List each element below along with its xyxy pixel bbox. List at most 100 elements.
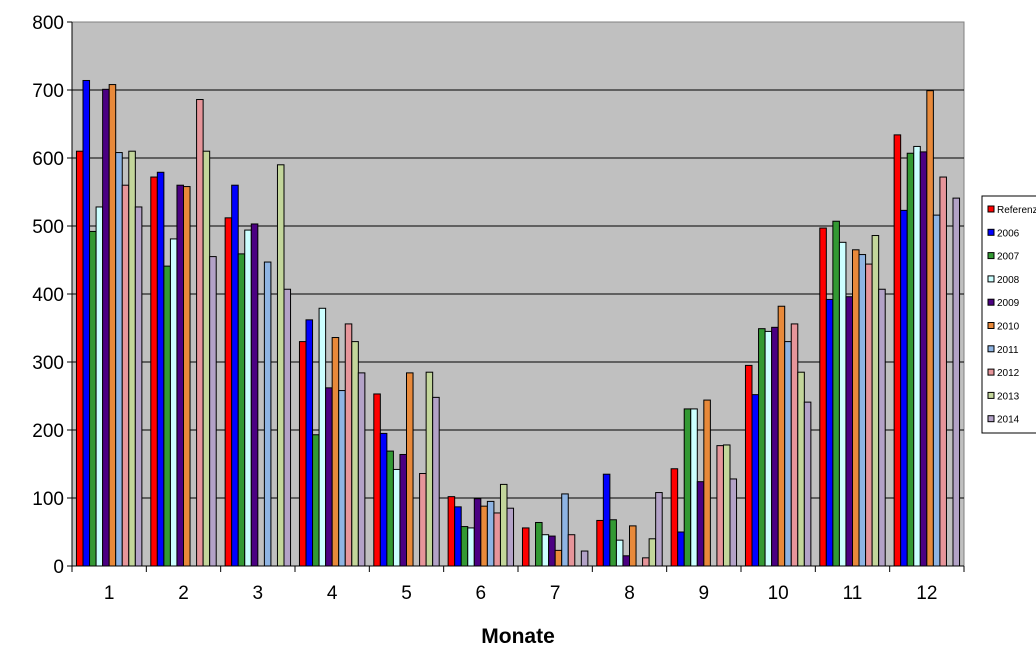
bar <box>580 550 589 567</box>
bar <box>75 150 84 567</box>
x-tick-label: 4 <box>327 583 338 604</box>
legend-entry: 2009 <box>997 298 1020 309</box>
bar <box>156 171 165 567</box>
y-tick-label: 800 <box>32 13 64 34</box>
legend-swatch <box>987 252 995 260</box>
bar <box>399 453 408 567</box>
bar <box>838 241 847 567</box>
legend: Referenz 2006 2007 2008 2009 2010 2011 2012 2013… <box>981 195 1036 434</box>
y-tick-labels: 0 100 200 300 400 500 600 700 800 <box>32 13 64 578</box>
bar <box>209 256 217 567</box>
x-tick-label: 6 <box>476 583 487 604</box>
bar <box>777 305 786 567</box>
bar <box>784 341 792 567</box>
bar <box>506 507 515 567</box>
legend-entry: 2011 <box>997 345 1019 356</box>
x-tick-labels: 1 2 3 4 5 6 7 8 9 10 11 12 <box>104 583 938 604</box>
x-tick-label: 2 <box>178 583 189 604</box>
bar <box>596 519 604 567</box>
x-tick-label: 3 <box>253 583 264 604</box>
bar <box>460 526 469 567</box>
bar <box>900 209 908 567</box>
bar <box>499 483 508 567</box>
bar <box>764 330 773 567</box>
x-tick-label: 1 <box>104 583 115 604</box>
bar <box>183 186 191 567</box>
bar <box>283 288 292 567</box>
bar <box>609 519 617 567</box>
bar <box>169 238 178 567</box>
legend-swatch <box>987 415 995 423</box>
legend-entry: 2007 <box>997 252 1020 263</box>
bar <box>716 445 724 567</box>
bar <box>729 478 738 567</box>
bar <box>357 372 366 567</box>
axes <box>67 21 965 572</box>
bar <box>677 531 685 567</box>
bar <box>858 254 867 567</box>
bar <box>467 527 475 567</box>
bar <box>696 481 705 567</box>
x-tick-label: 10 <box>768 583 789 604</box>
bar <box>325 387 333 567</box>
bar <box>406 372 414 567</box>
bar <box>89 230 97 567</box>
bar <box>932 214 941 567</box>
bar <box>202 150 211 567</box>
bar <box>758 328 766 567</box>
bar <box>150 176 158 567</box>
bar <box>703 399 711 567</box>
legend-swatch <box>987 391 995 399</box>
bar <box>392 468 401 567</box>
bar <box>521 527 530 567</box>
bar <box>312 434 320 567</box>
bar <box>419 473 427 567</box>
bar <box>224 217 233 567</box>
legend-entry: 2010 <box>997 322 1020 333</box>
bar <box>176 184 184 567</box>
bar <box>447 496 456 567</box>
bar <box>548 535 556 567</box>
bar <box>454 506 462 567</box>
bar <box>386 450 394 567</box>
legend-entry: 2006 <box>997 228 1020 239</box>
bar <box>493 512 501 567</box>
bar <box>102 88 110 567</box>
y-tick-label: 500 <box>32 217 64 238</box>
bar <box>819 227 827 567</box>
bar <box>648 538 657 567</box>
x-tick-label: 5 <box>401 583 412 604</box>
bar <box>690 408 698 567</box>
bar <box>852 249 860 567</box>
bar <box>134 206 143 567</box>
x-tick-label: 7 <box>550 583 561 604</box>
bar <box>952 197 961 567</box>
bar <box>344 323 353 567</box>
bar <box>338 390 346 567</box>
bar <box>878 288 886 567</box>
bar <box>244 229 252 567</box>
bar <box>797 371 805 567</box>
legend-swatch <box>987 345 995 353</box>
bar <box>913 145 921 567</box>
bar <box>561 493 569 567</box>
y-tick-label: 700 <box>32 81 64 102</box>
bar <box>683 408 692 567</box>
bar <box>298 341 307 567</box>
bar <box>128 150 136 567</box>
bar <box>473 498 482 567</box>
bar <box>432 396 440 567</box>
bar <box>250 223 259 567</box>
legend-swatch <box>987 205 995 213</box>
bar <box>906 152 915 567</box>
y-tick-label: 100 <box>32 489 64 510</box>
x-axis-label: Monate <box>481 625 555 648</box>
bar <box>263 261 272 567</box>
bar <box>231 184 239 567</box>
y-tick-label: 0 <box>53 557 64 578</box>
bar <box>331 337 340 567</box>
legend-swatch <box>987 368 995 376</box>
legend-swatch <box>987 228 995 236</box>
x-tick-label: 9 <box>699 583 710 604</box>
